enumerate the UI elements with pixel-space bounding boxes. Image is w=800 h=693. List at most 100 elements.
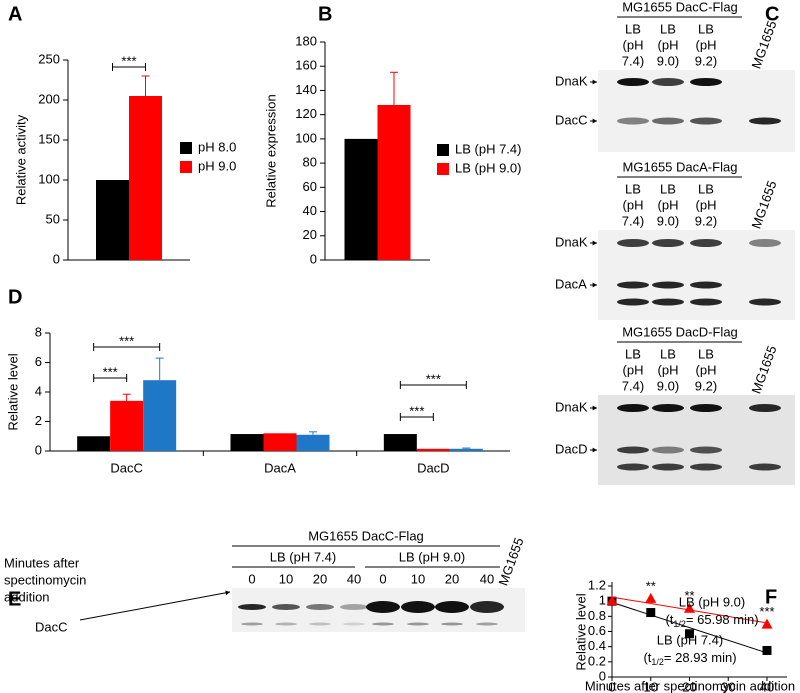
panel-label: E xyxy=(8,588,21,610)
y-tick-label: 100 xyxy=(295,130,317,145)
blot-band xyxy=(652,239,684,247)
time-label: 10 xyxy=(411,571,425,586)
y-axis-label: Relative level xyxy=(573,593,588,670)
blot-band xyxy=(617,298,649,306)
blot-band xyxy=(690,463,722,471)
group-label: LB (pH 9.0) xyxy=(399,549,465,564)
lane-label: 9.0) xyxy=(657,53,679,68)
bar xyxy=(110,400,144,451)
y-tick-label: 1 xyxy=(599,593,606,608)
blot-band xyxy=(652,117,684,125)
bar xyxy=(263,433,297,451)
y-tick-label: 2 xyxy=(35,413,42,428)
time-label: 40 xyxy=(347,571,361,586)
bar xyxy=(416,448,450,451)
y-tick-label: 160 xyxy=(295,58,317,73)
y-tick-label: 6 xyxy=(35,354,42,369)
lane-label: 9.0) xyxy=(657,378,679,393)
blot-band xyxy=(652,281,684,289)
error-bar xyxy=(390,71,398,105)
bar xyxy=(143,380,177,451)
blot-band xyxy=(617,463,649,471)
lane-label: LB xyxy=(660,346,676,361)
control-label: MG1655 xyxy=(748,19,779,71)
blot-title: MG1655 DacC-Flag xyxy=(308,528,424,543)
half-life-pre: (t xyxy=(665,612,673,627)
blot-band xyxy=(652,298,684,306)
panel-label: C xyxy=(765,3,779,25)
half-life-post: = 65.98 min) xyxy=(686,612,759,627)
point xyxy=(606,595,618,606)
blot-band xyxy=(407,622,429,626)
lane-label: (pH xyxy=(623,197,644,212)
point xyxy=(684,602,695,613)
half-life: (t1/2= 28.93 min) xyxy=(643,650,736,667)
half-life-pre: (t xyxy=(643,650,651,665)
lane-label: LB xyxy=(660,181,676,196)
y-tick-label: 180 xyxy=(295,33,317,48)
panel-label: F xyxy=(765,586,777,608)
y-tick-label: 0.4 xyxy=(588,638,606,653)
x-tick-label: 30 xyxy=(721,679,735,693)
legend-swatch xyxy=(437,144,449,156)
arrow-head xyxy=(592,79,597,85)
lane-label: 9.2) xyxy=(695,53,717,68)
point xyxy=(646,608,656,618)
y-tick-label: 100 xyxy=(38,171,60,186)
arrow-head xyxy=(225,590,230,596)
lane-label: (pH xyxy=(658,197,679,212)
blot-band xyxy=(617,404,649,412)
blot-band xyxy=(617,446,649,454)
arrow-head xyxy=(592,405,597,411)
point xyxy=(685,629,694,639)
y-tick-label: 0 xyxy=(35,442,42,457)
x-tick-label: DacD xyxy=(417,460,450,475)
blot-band xyxy=(652,463,684,471)
blot-band xyxy=(275,622,297,626)
blot-band xyxy=(749,298,781,306)
trend-line xyxy=(611,601,768,654)
half-life-post: = 28.93 min) xyxy=(664,650,737,665)
legend-label: LB (pH 9.0) xyxy=(455,160,521,175)
blot-band xyxy=(340,604,368,610)
blot-band xyxy=(749,117,781,125)
row-label: DacC xyxy=(555,112,588,127)
significance-label: *** xyxy=(119,333,134,348)
row-label: DnaK xyxy=(555,399,588,414)
time-label: 20 xyxy=(445,571,459,586)
y-tick-label: 0.8 xyxy=(588,608,606,623)
half-life-sub: 1/2 xyxy=(673,619,686,629)
blot-band xyxy=(366,601,400,613)
bar xyxy=(77,436,111,451)
point xyxy=(762,645,772,655)
blot-band xyxy=(343,622,365,626)
blot-title: MG1655 DacC-Flag xyxy=(622,0,738,14)
x-tick-label: 0 xyxy=(608,679,615,693)
row-label: DnaK xyxy=(555,234,588,249)
row-label: DacA xyxy=(555,276,587,291)
panel-label: B xyxy=(318,3,332,25)
significance-label: *** xyxy=(426,371,441,386)
y-tick-label: 140 xyxy=(295,82,317,97)
y-tick-label: 60 xyxy=(303,179,317,194)
error-bar xyxy=(309,431,317,435)
y-tick-label: 80 xyxy=(303,155,317,170)
blot-band xyxy=(435,601,469,613)
blot-band xyxy=(690,404,722,412)
blot-band xyxy=(652,446,684,454)
lane-label: 7.4) xyxy=(622,378,644,393)
panel-label: A xyxy=(8,3,22,25)
lane-label: (pH xyxy=(696,362,717,377)
lane-label: LB xyxy=(698,181,714,196)
half-life: (t1/2= 65.98 min) xyxy=(665,612,758,629)
y-tick-label: 50 xyxy=(46,211,60,226)
blot-band xyxy=(372,622,394,626)
y-tick-label: 8 xyxy=(35,324,42,339)
y-tick-label: 1.2 xyxy=(588,577,606,592)
blot-band xyxy=(309,622,331,626)
arrow-head xyxy=(592,447,597,453)
blot-band xyxy=(238,604,266,610)
bar xyxy=(96,180,129,260)
side-label: addition xyxy=(4,589,50,604)
significance-label: ** xyxy=(646,578,656,593)
